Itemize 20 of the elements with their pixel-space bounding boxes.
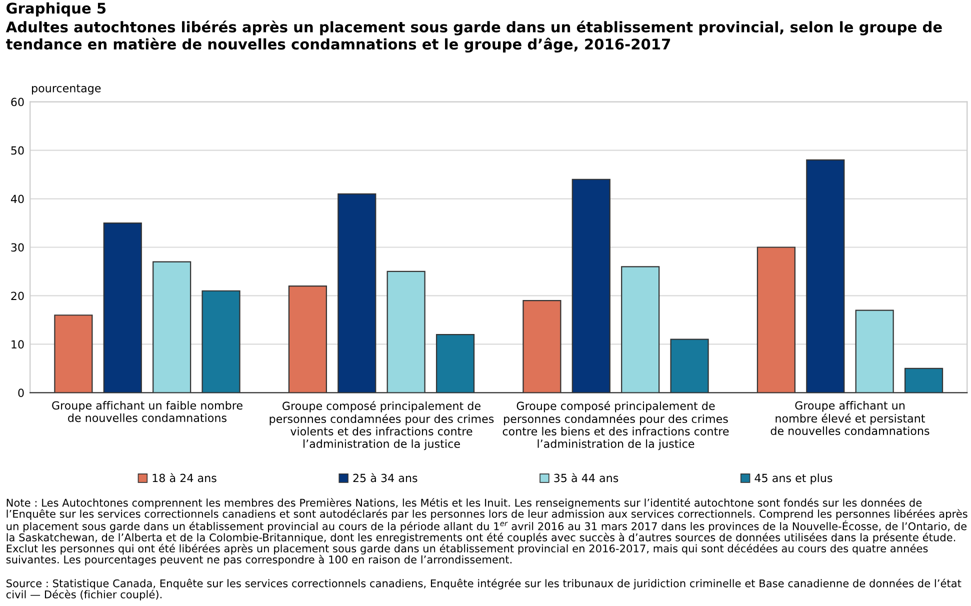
legend-label: 45 ans et plus (754, 474, 832, 484)
y-tick-label: 20 (11, 292, 24, 300)
chart-title: Graphique 5 (6, 2, 106, 17)
y-tick-label: 30 (11, 243, 24, 252)
text: Note : Les Autochtones comprennent les membres des Premières Nations, les Métis et les Inuit. Les renseignements sur l’identité autochtone sont fondés sur les données de l’Enquête sur les services correctionnels canadiens et sont autodéclarés par les personnes lors de leur admission aux services correctionnels. Comprend les personnes libérées après un placement sous garde dans un établissement provincial au cours de la période allant du 1$^{er}$ avril 2016 au 31 mars 2017 dans les provinces de la Nouvelle-Écosse, de l’Ontario, de la Saskatchewan, de l’Alberta et de la Colombie-Britannique, dont les enregistrements ont été couplés avec succès à d’autres sources de données utilisées dans la présente étude. Exclut les personnes qui ont été libérées après un placement sous garde dans un établissement provincial en 2016-2017, mais qui sont décédées au cours des quatre années suivantes. Les pourcentages peuvent ne pas correspondre à 100 en raison de l’arrondissement. (6, 498, 968, 566)
y-axis-title: pourcentage (32, 84, 101, 95)
y-tick-label: 50 (11, 146, 24, 155)
legend-label: 18 à 24 ans (152, 473, 216, 482)
y-tick-label: 40 (10, 194, 24, 204)
source-note: Source : Statistique Canada, Enquête sur les services correctionnels canadiens, Enquête intégrée sur les tribunaux de juridiction criminelle et Base canadienne de données de l’état civil — Décès (fichier couplé). (6, 578, 962, 600)
x-tick-label: Groupe affichant un nombre élevé et persistant de nouvelles condamnations (770, 401, 930, 436)
legend-label: 25 à 34 ans (353, 473, 418, 482)
x-tick-label: Groupe composé principalement de personnes condamnées pour des crimes violents et des infractions contre l’administration de la justice (270, 401, 494, 450)
y-tick-label: 0 (18, 388, 24, 398)
x-tick-label: Groupe affichant un faible nombre de nouvelles condamnations (52, 401, 242, 422)
legend-label: 35 à 44 ans (554, 473, 618, 482)
y-tick-label: 60 (11, 98, 24, 106)
y-tick-label: 10 (12, 340, 24, 349)
chart-subtitle: Adultes autochtones libérés après un placement sous garde dans un établissement provincial, selon le groupe de tendance en matière de nouvelles condamnations et le groupe d’âge, 2016-2017 (6, 20, 942, 53)
x-tick-label: Groupe composé principalement de personnes condamnées pour des crimes contre les biens et des infractions contre l’administration de la justice (502, 401, 729, 450)
